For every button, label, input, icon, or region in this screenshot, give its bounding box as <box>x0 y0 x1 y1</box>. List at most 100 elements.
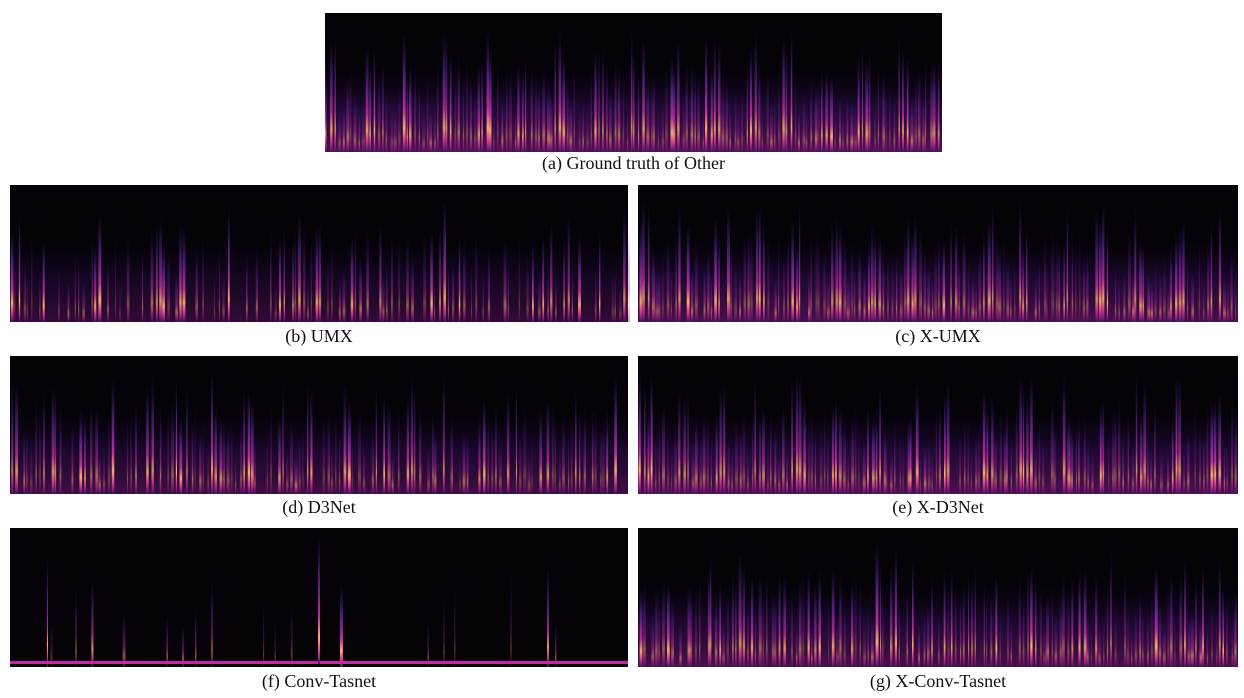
spectrogram-band <box>827 420 829 494</box>
spectrogram-band <box>999 413 1002 494</box>
spectrogram-band <box>1098 625 1101 667</box>
spectrogram-band <box>90 402 93 494</box>
spectrogram-band <box>1135 374 1138 494</box>
spectrogram-band <box>327 410 330 494</box>
spectrogram-band <box>525 55 527 152</box>
spectrogram-band <box>1147 612 1149 667</box>
spectrogram-band <box>863 617 866 667</box>
spectrogram-band <box>266 430 268 494</box>
spectrogram-band <box>219 416 223 494</box>
spectrogram-band <box>318 222 322 322</box>
spectrogram-band <box>171 399 174 494</box>
spectrogram-band <box>919 447 921 494</box>
spectrogram-band <box>347 400 351 494</box>
spectrogram-band <box>523 402 527 494</box>
spectrogram-band <box>678 206 681 322</box>
spectrogram-band <box>218 246 220 322</box>
spectrogram-band <box>1067 592 1070 667</box>
spectrogram-band <box>1210 222 1213 322</box>
spectrogram-band <box>235 452 237 494</box>
spectrogram-band <box>783 249 785 322</box>
spectrogram-band <box>462 74 465 152</box>
spectrogram-band <box>843 422 846 494</box>
spectrogram-band <box>414 61 416 152</box>
spectrogram-band <box>82 279 85 322</box>
spectrogram-band <box>130 415 132 494</box>
spectrogram-band <box>791 592 793 667</box>
spectrogram-band <box>658 596 660 667</box>
spectrogram-band <box>713 39 716 152</box>
spectrogram-band <box>810 231 812 322</box>
spectrogram-band <box>647 409 650 494</box>
spectrogram-band <box>614 59 617 153</box>
spectrogram-band <box>71 421 74 494</box>
spectrogram-band <box>642 36 645 153</box>
spectrogram-band <box>1070 426 1074 494</box>
spectrogram-band <box>1118 275 1120 322</box>
spectrogram-band <box>562 54 566 152</box>
spectrogram-band <box>1022 590 1025 667</box>
panel-caption: (d) D3Net <box>282 497 355 518</box>
spectrogram-band <box>826 272 830 322</box>
spectrogram-band <box>823 245 826 322</box>
spectrogram-band <box>727 437 730 494</box>
spectrogram-band <box>732 572 734 667</box>
spectrogram-band <box>546 398 550 494</box>
spectrogram-band <box>342 103 345 152</box>
spectrogram-band <box>550 219 553 322</box>
spectrogram-band <box>959 595 962 667</box>
spectrogram-band <box>1019 199 1022 322</box>
spectrogram-band <box>1039 585 1042 667</box>
spectrogram-band <box>42 239 45 322</box>
spectrogram-band <box>1170 246 1172 322</box>
spectrogram-band <box>947 581 950 667</box>
spectrogram-band <box>518 236 521 322</box>
spectrogram <box>10 356 628 494</box>
spectrogram-band <box>854 265 856 322</box>
spectrogram-band <box>1034 442 1037 494</box>
spectrogram-band <box>783 575 786 667</box>
spectrogram-band <box>938 612 940 667</box>
spectrogram-band <box>735 578 737 667</box>
spectrogram-band <box>598 46 600 152</box>
spectrogram-band <box>1026 224 1028 322</box>
spectrogram-band <box>810 80 813 152</box>
spectrogram-band <box>458 235 461 322</box>
spectrogram-band <box>662 577 665 667</box>
spectrogram-band <box>1034 274 1037 322</box>
spectrogram-band <box>718 231 720 322</box>
spectrogram-band <box>690 65 694 152</box>
spectrogram-band <box>202 419 204 494</box>
spectrogram-band <box>867 406 869 494</box>
spectrogram-band <box>1098 219 1102 322</box>
spectrogram-band <box>1203 432 1205 494</box>
spectrogram-band <box>831 403 834 494</box>
spectrogram-band <box>1178 227 1182 322</box>
spectrogram-band <box>650 76 654 152</box>
spectrogram-band <box>754 33 757 152</box>
spectrogram-band <box>666 236 670 322</box>
spectrogram-band <box>714 215 717 322</box>
spectrogram-haze <box>10 404 628 494</box>
spectrogram-band <box>706 412 709 494</box>
spectrogram-band <box>179 225 182 322</box>
spectrogram-band <box>622 70 624 152</box>
spectrogram-band <box>835 216 838 322</box>
spectrogram-band <box>1014 261 1016 322</box>
spectrogram-band <box>954 584 957 667</box>
spectrogram-band <box>214 270 215 322</box>
spectrogram-band <box>1231 400 1233 494</box>
spectrogram-band <box>902 46 904 153</box>
spectrogram-band <box>354 227 356 322</box>
spectrogram-band <box>1054 423 1056 494</box>
spectrogram-band <box>879 384 881 494</box>
spectrogram-band <box>1178 375 1181 494</box>
spectrogram-band <box>863 269 866 322</box>
panel-caption: (e) X-D3Net <box>892 497 983 518</box>
spectrogram-band <box>811 622 813 667</box>
spectrogram-band <box>505 67 508 152</box>
spectrogram-band <box>15 379 18 494</box>
spectrogram-band <box>785 47 788 152</box>
spectrogram-band <box>1038 416 1041 494</box>
spectrogram-band <box>150 228 154 322</box>
